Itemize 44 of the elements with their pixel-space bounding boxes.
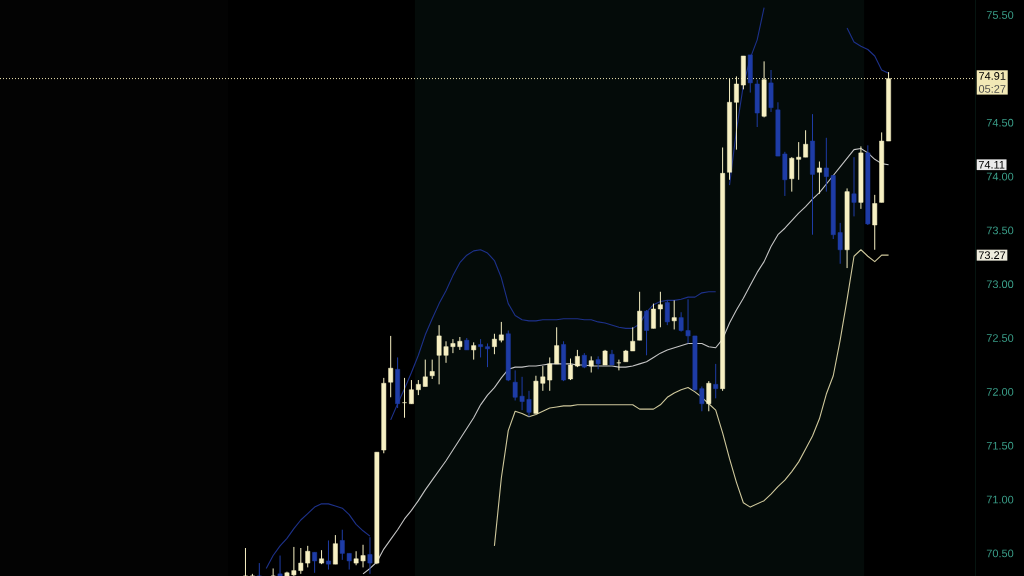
candlestick: [478, 338, 483, 358]
candlestick: [429, 359, 435, 380]
y-tick-label: 70.50: [986, 549, 1014, 558]
y-tick-label: 74.50: [986, 118, 1014, 127]
candlestick: [803, 129, 808, 158]
y-tick-label: 74.00: [986, 172, 1014, 181]
ref-line-label: 74.91: [979, 72, 1006, 80]
candlestick: [851, 156, 857, 217]
candlestick: [256, 562, 262, 576]
y-tick-label: 72.50: [986, 334, 1014, 342]
candlestick: [671, 299, 677, 330]
candlestick: [872, 194, 878, 251]
y-tick-label: 71.50: [986, 441, 1014, 450]
candlestick: [651, 303, 656, 329]
candlestick: [277, 555, 283, 576]
y-tick-label: 75.50: [986, 11, 1014, 19]
annotation: 73.27: [978, 251, 1006, 260]
candlestick: [367, 536, 373, 575]
candlestick: [388, 335, 394, 398]
candlestick: [657, 291, 663, 328]
candlestick: [409, 379, 414, 405]
candlestick: [595, 355, 601, 370]
candlestick: [326, 539, 331, 571]
y-tick-label: 71.00: [986, 495, 1014, 504]
candlestick: [498, 321, 504, 343]
candlestick: [270, 567, 276, 576]
candlestick: [644, 309, 649, 356]
candlestick: [817, 160, 822, 195]
candlestick: [312, 551, 318, 574]
y-tick-label: 73.00: [986, 280, 1014, 289]
candlestick: [706, 380, 712, 412]
candlestick: [243, 547, 248, 576]
candlestick: [713, 363, 719, 399]
text: 05:27: [978, 85, 1006, 93]
y-tick-label: 72.00: [986, 388, 1014, 396]
annotation: 74.11: [978, 160, 1005, 169]
candlestick: [616, 359, 622, 371]
candlestick: [492, 333, 497, 355]
candlestick: [332, 534, 338, 565]
candlestick: [402, 377, 407, 419]
y-tick-label: 73.50: [986, 226, 1014, 235]
candlestick: [664, 299, 670, 326]
candlestick: [485, 342, 490, 368]
candlestick: [734, 75, 739, 151]
